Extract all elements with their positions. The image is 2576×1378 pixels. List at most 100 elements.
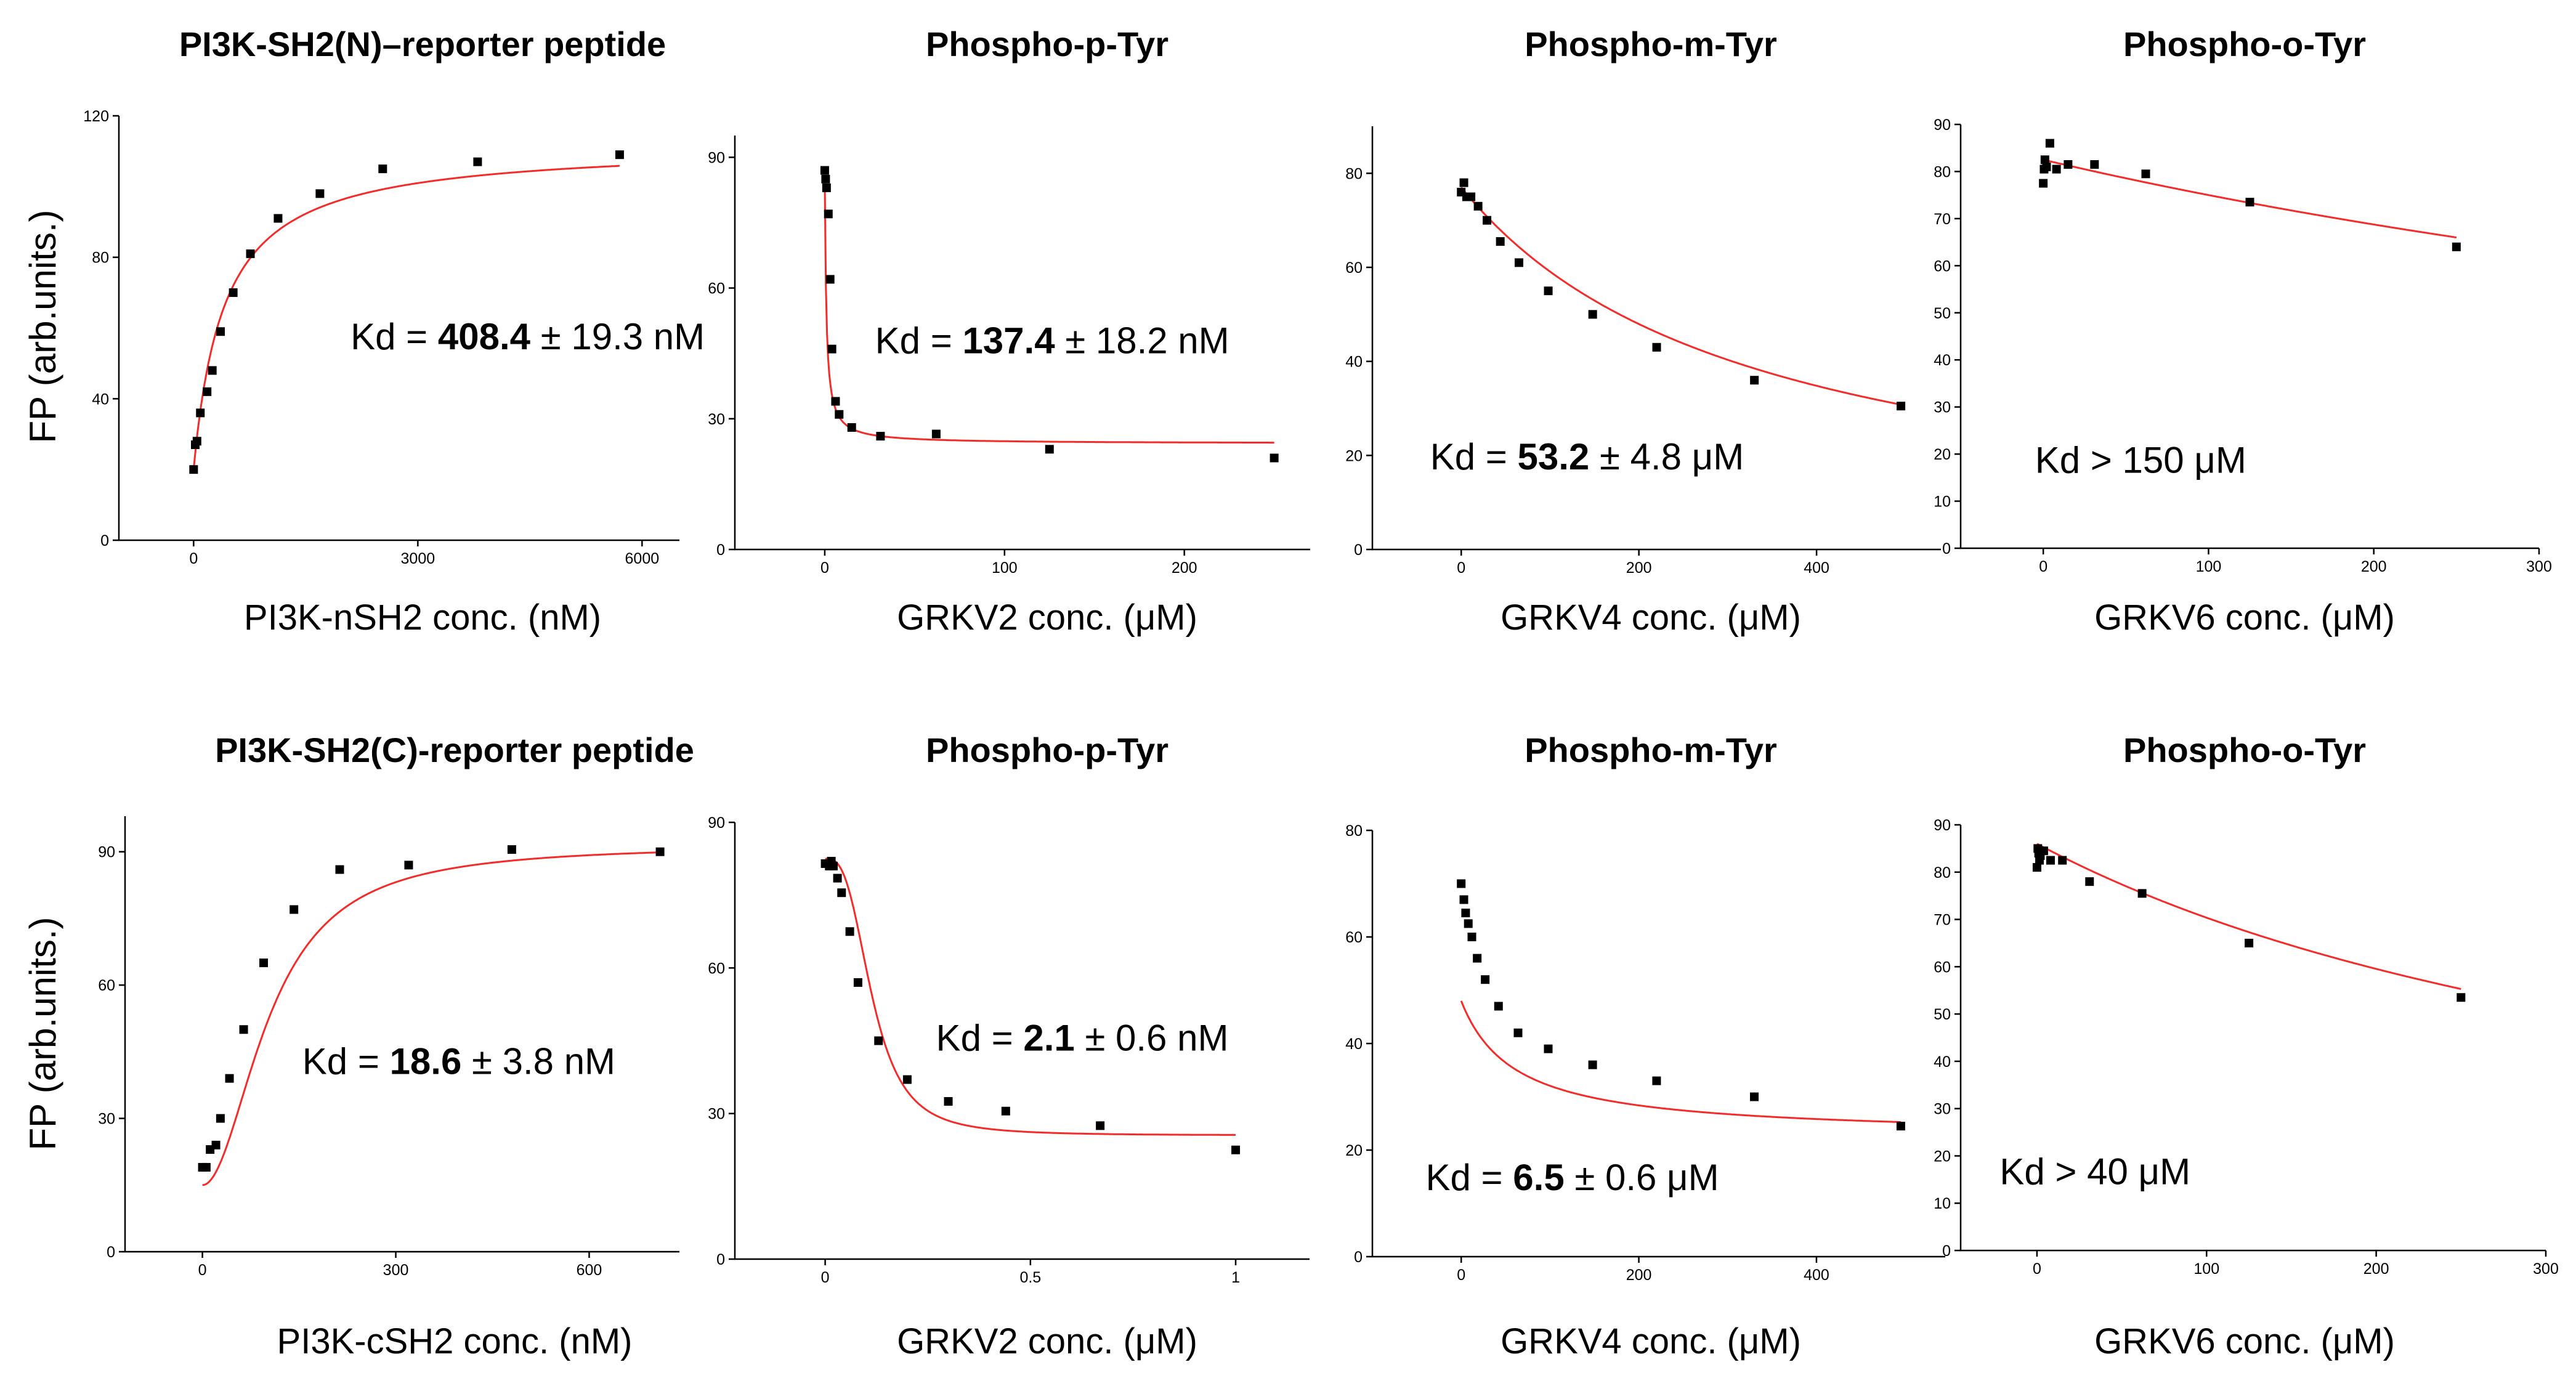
data-point [1588,1060,1597,1069]
kd-prefix: Kd > 150 μM [2035,440,2246,481]
data-point [189,465,198,474]
data-point [2032,863,2041,872]
y-tick-label: 60 [1345,259,1363,277]
x-tick-label: 0 [198,1262,207,1279]
y-tick-label: 10 [1934,1195,1951,1212]
data-point [615,150,624,160]
chart-title: Phospho-o-Tyr [2123,731,2366,769]
x-axis-label: GRKV4 conc. (μM) [1501,598,1801,638]
kd-annotation: Kd = 2.1 ± 0.6 nM [936,1017,1229,1058]
y-tick-label: 30 [708,1106,725,1123]
x-tick-label: 6000 [625,550,660,567]
x-tick-label: 400 [1804,1267,1829,1284]
data-point [1513,1028,1523,1037]
data-point [831,397,840,406]
data-point [853,978,862,987]
panel-1: 0 3000 6000 0 40 80 120 PI3K-SH2(N)–reporter pe… [22,25,705,638]
data-point [1457,879,1466,888]
fit-curve [824,179,1274,444]
data-point [2141,169,2150,179]
y-tick-label: 40 [1934,352,1951,369]
data-point [208,366,217,375]
panel-7: 0 200 400 0 20 40 60 80 Phospho-m-Tyr GRKV4 conc.… [1345,731,1945,1361]
x-tick-label: 0 [2033,1260,2041,1278]
data-point [931,429,941,439]
x-tick-label: 0 [1457,559,1465,577]
data-point [378,164,387,174]
x-tick-label: 200 [2363,1260,2389,1278]
data-point [2245,198,2254,207]
data-point [211,1140,221,1149]
y-tick-label: 0 [1942,540,1951,557]
kd-error: ± 3.8 nM [461,1040,615,1082]
data-point [1045,445,1054,454]
y-tick-label: 0 [100,532,109,549]
x-tick-label: 0 [821,1269,830,1286]
data-point [192,437,201,446]
data-point [825,275,835,284]
fit-curve [192,164,620,470]
data-point [2137,889,2147,898]
data-point [2039,179,2048,188]
data-point [1544,1044,1553,1053]
kd-error: ± 18.2 nM [1055,320,1229,362]
fit-curve [1460,1000,1901,1123]
kd-annotation: Kd = 408.4 ± 19.3 nM [350,316,705,357]
y-tick-label: 40 [92,391,109,408]
y-tick-label: 90 [1934,817,1951,834]
data-point [2040,155,2049,164]
y-tick-label: 80 [92,249,109,267]
data-point [2058,856,2067,865]
data-point [1514,258,1523,267]
y-tick-label: 20 [1934,446,1951,463]
x-tick-label: 0.5 [1019,1269,1041,1286]
fit-curve [1460,187,1902,406]
y-tick-label: 120 [83,108,109,125]
data-point [1652,342,1661,352]
x-tick-label: 200 [1626,1267,1652,1284]
data-point [2064,160,2073,169]
kd-prefix: Kd = [936,1017,1024,1058]
y-tick-label: 40 [1345,354,1363,371]
x-tick-label: 200 [2361,558,2387,575]
data-point [196,408,205,418]
data-point [216,327,225,336]
x-tick-label: 0 [820,559,829,577]
data-point [1001,1106,1010,1116]
data-point [833,873,842,883]
kd-error: ± 0.6 nM [1075,1017,1229,1058]
axis-lines [124,816,679,1253]
x-axis-label: GRKV2 conc. (μM) [897,1321,1197,1361]
kd-annotation: Kd = 18.6 ± 3.8 nM [302,1040,615,1082]
data-point [827,344,836,354]
data-point [1473,954,1482,963]
data-point [473,157,482,166]
data-point [290,905,299,914]
panel-8: 0 100 200 300 0 10 20 30 40 50 60 70 80 90 Phospho-o-T… [1934,731,2559,1361]
kd-prefix: Kd = [350,316,438,357]
x-axis-label: GRKV6 conc. (μM) [2094,598,2395,638]
data-point [944,1096,953,1106]
y-tick-label: 60 [1345,929,1363,946]
x-axis-label: GRKV4 conc. (μM) [1501,1321,1801,1361]
y-tick-label: 0 [1354,1249,1363,1266]
data-point [874,1036,883,1045]
data-point [845,927,854,936]
data-point [1483,216,1492,225]
x-axis-label: PI3K-nSH2 conc. (nM) [244,598,601,638]
x-tick-label: 300 [2533,1260,2559,1278]
y-tick-label: 80 [1345,822,1363,840]
data-point [2457,993,2466,1002]
y-tick-label: 0 [716,1251,725,1268]
data-point [824,209,833,219]
fit-curve [202,851,660,1186]
data-point [1270,453,1279,463]
chart-title: PI3K-SH2(N)–reporter peptide [179,25,666,63]
data-point [1096,1121,1105,1130]
data-point [847,423,856,432]
panel-6: 0 0.5 1 0 30 60 90 Phospho-p-Tyr GRKV2 conc. (μM… [708,731,1310,1361]
fit-curve [2036,843,2461,990]
kd-value: 53.2 [1518,436,1590,477]
kd-value: 18.6 [390,1040,462,1082]
